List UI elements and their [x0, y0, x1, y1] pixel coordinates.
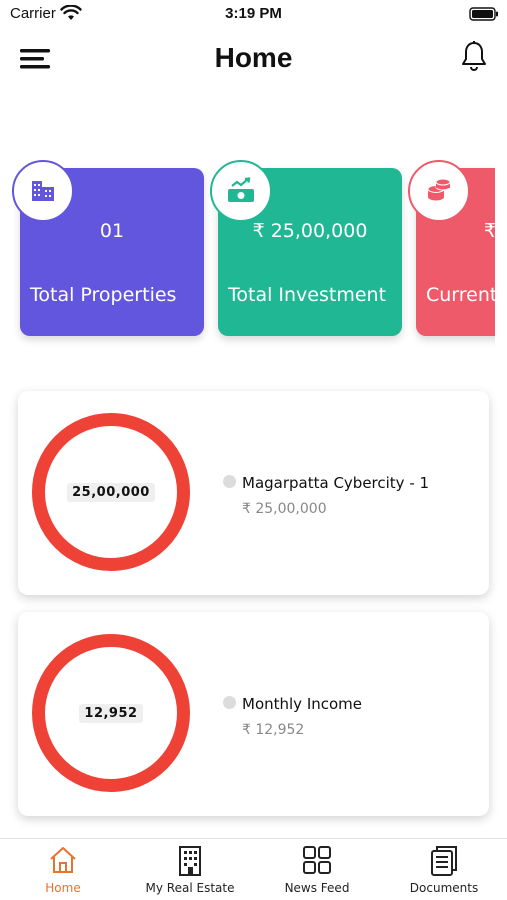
investment-summary-card[interactable]: 25,00,000 Magarpatta Cybercity - 1 ₹ 25,… [18, 391, 489, 595]
legend-amount: ₹ 25,00,000 [242, 501, 327, 517]
current-value-label: Current [426, 284, 495, 306]
ring-center-value: 12,952 [79, 703, 143, 723]
hamburger-menu-icon[interactable] [20, 48, 50, 74]
carrier-label: Carrier [10, 5, 56, 22]
status-time: 3:19 PM [225, 5, 282, 22]
tab-my-real-estate[interactable]: My Real Estate [127, 839, 253, 900]
ring-center-value: 25,00,000 [67, 482, 155, 502]
tab-news-feed[interactable]: News Feed [254, 839, 380, 900]
total-properties-card[interactable]: 01 Total Properties [12, 160, 204, 336]
page-title: Home [214, 42, 293, 73]
tab-documents-label: Documents [409, 881, 479, 895]
stat-cards-carousel[interactable]: 01 Total Properties ₹ 25,00,000 Total In… [0, 160, 495, 350]
grid-icon [254, 845, 380, 875]
total-investment-value: ₹ 25,00,000 [252, 220, 368, 242]
tab-home[interactable]: Home [0, 839, 126, 900]
total-investment-card[interactable]: ₹ 25,00,000 Total Investment [210, 160, 402, 336]
tab-home-label: Home [45, 881, 81, 895]
wifi-icon [60, 4, 82, 25]
legend-amount: ₹ 12,952 [242, 722, 305, 738]
total-investment-label: Total Investment [228, 284, 387, 306]
total-properties-value: 01 [99, 220, 125, 242]
current-value-value: ₹ 25, [483, 220, 495, 242]
investment-ring-chart: 25,00,000 [32, 413, 190, 571]
legend-title: Monthly Income [242, 695, 363, 713]
battery-icon [469, 6, 499, 25]
income-ring-chart: 12,952 [32, 634, 190, 792]
documents-icon [381, 845, 507, 877]
coins-icon [408, 160, 470, 222]
legend-dot [223, 475, 236, 488]
money-growth-icon [210, 160, 272, 222]
tab-news-feed-label: News Feed [284, 881, 350, 895]
bell-icon[interactable] [461, 40, 487, 76]
status-bar: Carrier 3:19 PM [0, 0, 507, 28]
bottom-tab-bar: Home My Real Estate [0, 838, 507, 900]
monthly-income-card[interactable]: 12,952 Monthly Income ₹ 12,952 [18, 612, 489, 816]
legend-dot [223, 696, 236, 709]
current-value-card[interactable]: ₹ 25, Current [408, 160, 495, 336]
home-icon [0, 845, 126, 875]
legend-title: Magarpatta Cybercity - 1 [242, 474, 430, 492]
building-icon [127, 845, 253, 877]
total-properties-label: Total Properties [30, 284, 177, 306]
tab-my-real-estate-label: My Real Estate [145, 881, 235, 895]
tab-documents[interactable]: Documents [381, 839, 507, 900]
building-icon [12, 160, 74, 222]
